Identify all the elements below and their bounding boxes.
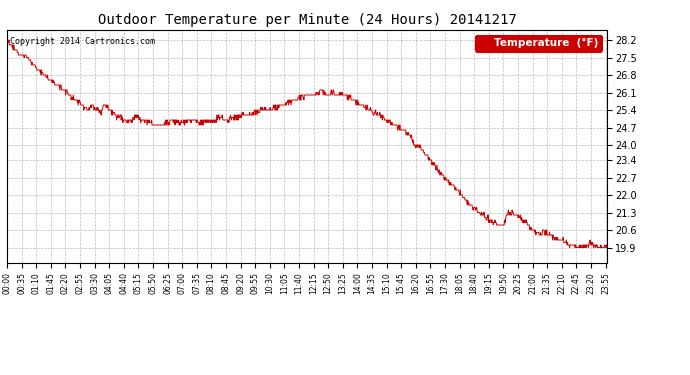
Title: Outdoor Temperature per Minute (24 Hours) 20141217: Outdoor Temperature per Minute (24 Hours… [98,13,516,27]
Legend: Temperature  (°F): Temperature (°F) [475,35,602,51]
Text: Copyright 2014 Cartronics.com: Copyright 2014 Cartronics.com [10,37,155,46]
